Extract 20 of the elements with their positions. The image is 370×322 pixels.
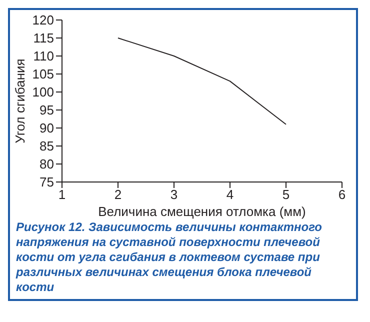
x-tick-label: 1: [58, 187, 66, 202]
x-tick-label: 3: [170, 187, 178, 202]
y-tick-label: 90: [40, 120, 54, 136]
text: Рисунок 12. Зависимость величины контактного напряжения на суставной поверхности плечевой кости от угла сгибания в локтевом суставе при различных величинах смещения блока плечевой кости: [14, 220, 323, 295]
y-tick-label: 120: [32, 12, 54, 28]
y-axis-title: Угол сгибания: [12, 58, 28, 144]
x-axis-title: Величина смещения отломка (мм): [98, 204, 306, 219]
x-tick-label: 5: [282, 187, 290, 202]
y-tick-label: 75: [40, 174, 54, 190]
y-tick-label: 100: [32, 84, 54, 100]
y-tick-label: 95: [40, 102, 54, 118]
y-tick-label: 110: [33, 48, 54, 64]
y-tick-label: 115: [33, 30, 54, 46]
x-tick-label: 6: [338, 187, 346, 202]
y-tick-label: 105: [32, 66, 54, 82]
line-series: [118, 38, 286, 125]
x-tick-label: 2: [114, 187, 122, 202]
x-tick-label: 4: [226, 187, 234, 202]
y-tick-label: 80: [40, 156, 54, 172]
y-tick-label: 85: [40, 138, 54, 154]
